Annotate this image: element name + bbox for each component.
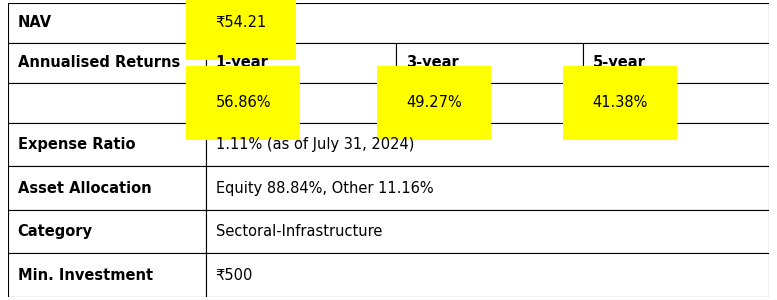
Bar [8, 123, 206, 166]
Bar [206, 123, 769, 166]
Text: NAV: NAV [18, 16, 52, 31]
Text: ₹500: ₹500 [216, 268, 253, 283]
Text: Min. Investment: Min. Investment [18, 268, 153, 283]
Text: Asset Allocation: Asset Allocation [18, 181, 152, 196]
Bar [8, 83, 206, 123]
Text: 41.38%: 41.38% [593, 95, 648, 110]
Text: Sectoral-Infrastructure: Sectoral-Infrastructure [216, 224, 382, 239]
Bar [206, 210, 769, 254]
Bar [8, 43, 206, 83]
Bar [206, 43, 396, 83]
Text: 49.27%: 49.27% [406, 95, 462, 110]
Bar [396, 83, 583, 123]
Text: Expense Ratio: Expense Ratio [18, 137, 135, 152]
Text: 1-year: 1-year [216, 56, 269, 70]
Bar [206, 3, 769, 43]
Text: 3-year: 3-year [406, 56, 458, 70]
Text: Annualised Returns: Annualised Returns [18, 56, 180, 70]
Bar [396, 43, 583, 83]
Text: ₹54.21: ₹54.21 [216, 16, 267, 31]
Text: 56.86%: 56.86% [216, 95, 271, 110]
Bar [8, 210, 206, 254]
Bar [8, 254, 206, 297]
Bar [8, 3, 206, 43]
Text: Equity 88.84%, Other 11.16%: Equity 88.84%, Other 11.16% [216, 181, 434, 196]
Bar [206, 83, 396, 123]
Bar [206, 254, 769, 297]
Bar [583, 43, 769, 83]
Bar [583, 83, 769, 123]
Text: Category: Category [18, 224, 92, 239]
Text: 1.11% (as of July 31, 2024): 1.11% (as of July 31, 2024) [216, 137, 414, 152]
Bar [206, 167, 769, 210]
Text: 5-year: 5-year [593, 56, 646, 70]
Bar [8, 167, 206, 210]
